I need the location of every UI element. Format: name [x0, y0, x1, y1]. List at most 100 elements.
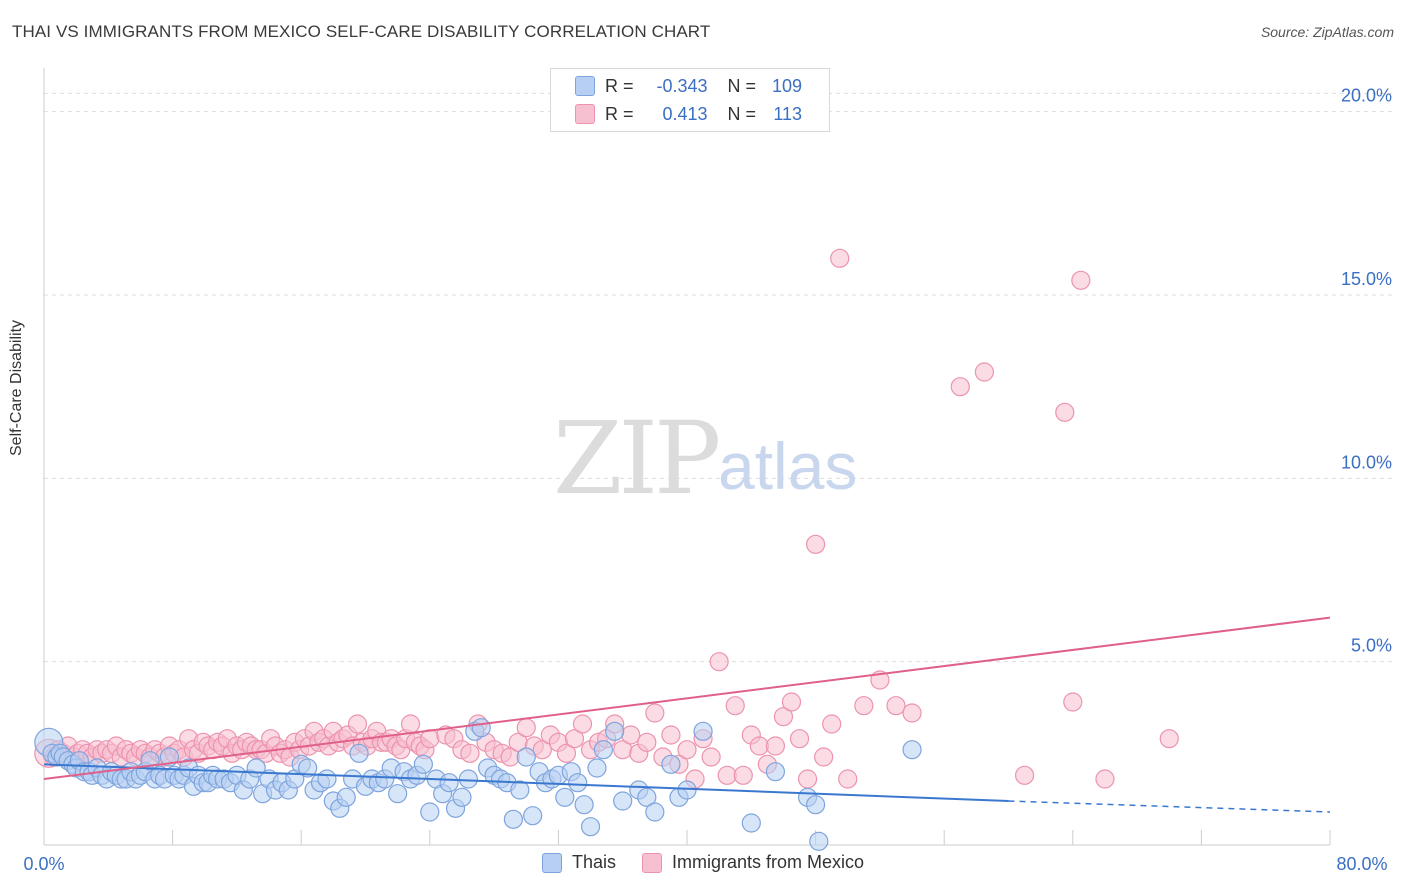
thais-swatch — [541, 852, 562, 873]
thais-point — [317, 769, 337, 789]
y-tick-label: 5.0% — [1351, 636, 1392, 656]
stats-legend-row-thais: R = -0.343 N = 109 — [575, 75, 802, 97]
mexico-point — [677, 740, 697, 760]
thais-trend-extension — [1008, 800, 1331, 813]
mexico-point — [830, 248, 850, 268]
mexico-trend-line — [43, 616, 1331, 780]
thais-point — [613, 791, 633, 811]
mexico-point — [621, 725, 641, 745]
thais-point — [420, 802, 440, 822]
mexico-point — [645, 703, 665, 723]
stats-legend-row-mexico: R = 0.413 N = 113 — [575, 103, 802, 125]
mexico-point — [773, 707, 794, 727]
thais-point — [593, 740, 614, 760]
thais-point — [765, 762, 786, 782]
mexico-point — [725, 696, 745, 716]
mexico-point — [532, 740, 552, 760]
mexico-point — [1014, 765, 1035, 785]
mexico-point — [822, 714, 842, 734]
mexico-point — [460, 743, 480, 763]
n-value: 113 — [773, 103, 803, 124]
mexico-point — [347, 714, 368, 734]
mexico-point — [805, 534, 826, 554]
thais-point — [574, 795, 594, 815]
y-tick-label: 10.0% — [1341, 452, 1392, 472]
thais-point — [693, 721, 713, 741]
n-label: N = — [727, 103, 757, 124]
y-axis-label: Self-Care Disability — [8, 319, 25, 456]
stats-legend: R = -0.343 N = 109 R = 0.413 N = 113 — [550, 68, 830, 132]
thais-point — [523, 806, 543, 826]
thais-point — [413, 754, 433, 774]
x-tick-label: 0.0% — [23, 854, 64, 874]
mexico-point — [564, 729, 585, 749]
mexico-point — [709, 652, 729, 672]
mexico-point — [838, 769, 858, 789]
thais-point — [458, 769, 478, 789]
thais-point — [471, 718, 491, 738]
thais-point — [336, 787, 356, 807]
thais-point — [388, 784, 408, 804]
mexico-swatch — [641, 852, 662, 873]
thais-trend-line — [43, 763, 1009, 802]
mexico-point — [854, 696, 874, 716]
mexico-point — [1063, 692, 1083, 712]
thais-point — [298, 758, 318, 778]
thais-point — [349, 743, 369, 763]
mexico-point — [781, 692, 802, 712]
thais-point — [587, 758, 607, 778]
r-value: 0.413 — [662, 103, 708, 124]
y-tick-label: 20.0% — [1341, 86, 1392, 106]
r-value: -0.343 — [656, 75, 708, 96]
thais-point — [439, 773, 459, 793]
mexico-point — [400, 714, 421, 734]
mexico-point — [556, 743, 577, 763]
legend-label-thais: Thais — [571, 852, 616, 872]
thais-point — [555, 787, 575, 807]
mexico-point — [572, 714, 593, 734]
legend-label-mexico: Immigrants from Mexico — [671, 852, 865, 872]
y-tick-label: 15.0% — [1341, 269, 1392, 289]
r-label: R = — [605, 75, 634, 96]
watermark-zip: ZIP — [553, 400, 721, 517]
mexico-swatch — [575, 104, 595, 124]
mexico-point — [749, 736, 769, 756]
thais-point — [805, 795, 826, 815]
n-label: N = — [727, 75, 757, 96]
thais-point — [637, 787, 657, 807]
thais-point — [605, 721, 625, 741]
mexico-point — [950, 377, 970, 397]
mexico-point — [1159, 729, 1179, 749]
thais-point — [510, 780, 530, 800]
thais-point — [661, 754, 681, 774]
mexico-point — [1055, 402, 1075, 422]
r-label: R = — [605, 103, 634, 124]
mexico-point — [974, 362, 994, 382]
watermark-atlas: atlas — [718, 429, 858, 503]
thais-point — [902, 740, 922, 760]
chart-source: Source: ZipAtlas.com — [1260, 24, 1394, 40]
mexico-point — [733, 765, 753, 785]
mexico-point — [637, 732, 657, 752]
legend-item-thais[interactable]: Thais — [541, 852, 616, 873]
thais-swatch — [575, 76, 595, 96]
thais-point — [503, 809, 523, 829]
mexico-point — [765, 736, 786, 756]
mexico-point — [516, 718, 536, 738]
mexico-point — [1095, 769, 1115, 789]
thais-point — [809, 831, 829, 851]
mexico-point — [902, 703, 922, 723]
mexico-point — [1071, 270, 1091, 290]
legend-item-mexico[interactable]: Immigrants from Mexico — [641, 852, 865, 873]
mexico-point — [661, 725, 681, 745]
thais-point — [645, 802, 665, 822]
n-value: 109 — [771, 75, 803, 96]
thais-point — [741, 813, 761, 833]
thais-point — [159, 747, 179, 767]
mexico-point — [886, 696, 906, 716]
thais-point — [568, 773, 588, 793]
mexico-point — [717, 765, 737, 785]
x-tick-label: 80.0% — [1336, 854, 1387, 874]
chart-title: THAI VS IMMIGRANTS FROM MEXICO SELF-CARE… — [12, 22, 711, 41]
